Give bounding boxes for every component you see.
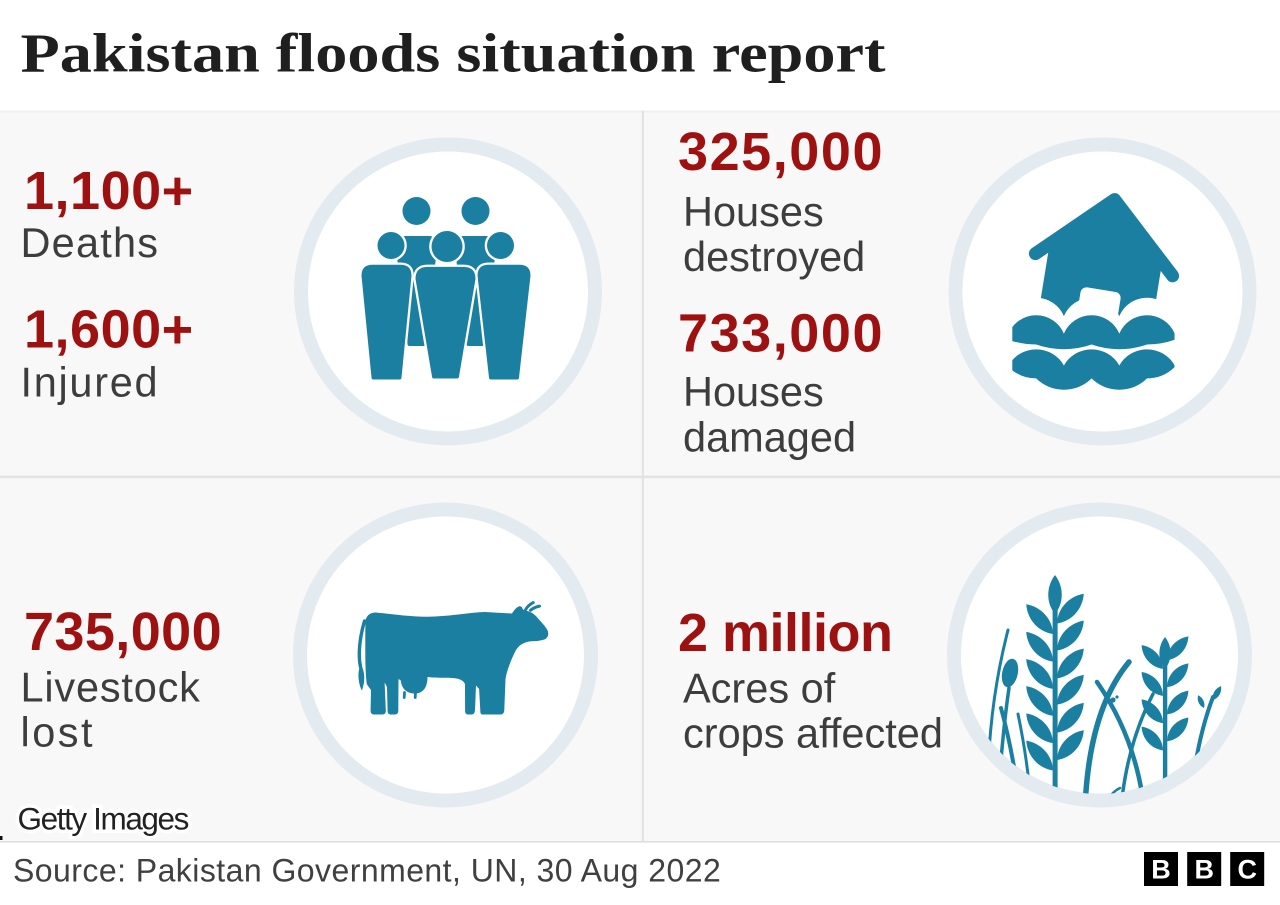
svg-text:325,000: 325,000 — [678, 122, 884, 182]
svg-text:Houses: Houses — [683, 368, 824, 415]
svg-text:Houses: Houses — [683, 188, 824, 235]
svg-text:B: B — [1151, 855, 1171, 885]
svg-text:B: B — [1194, 855, 1214, 885]
svg-text:733,000: 733,000 — [678, 303, 884, 363]
svg-text:1,100+: 1,100+ — [24, 161, 194, 221]
svg-text:Injured: Injured — [21, 358, 160, 405]
svg-text:Source: Pakistan Government, U: Source: Pakistan Government, UN, 30 Aug … — [13, 852, 721, 888]
svg-text:Acres of: Acres of — [683, 665, 836, 712]
svg-text:Pakistan floods situation repo: Pakistan floods situation report — [21, 23, 887, 84]
svg-text:crops affected: crops affected — [683, 710, 943, 757]
svg-text:1,600+: 1,600+ — [24, 300, 194, 360]
svg-text:2 million: 2 million — [678, 603, 893, 663]
svg-text:lost: lost — [21, 709, 96, 756]
svg-text:Getty Images: Getty Images — [18, 801, 189, 837]
svg-text:C: C — [1237, 855, 1257, 885]
svg-text:Livestock: Livestock — [21, 663, 201, 710]
svg-text:Deaths: Deaths — [21, 219, 160, 266]
svg-text:735,000: 735,000 — [24, 602, 222, 662]
svg-text:destroyed: destroyed — [683, 233, 865, 280]
svg-text:damaged: damaged — [683, 413, 856, 460]
